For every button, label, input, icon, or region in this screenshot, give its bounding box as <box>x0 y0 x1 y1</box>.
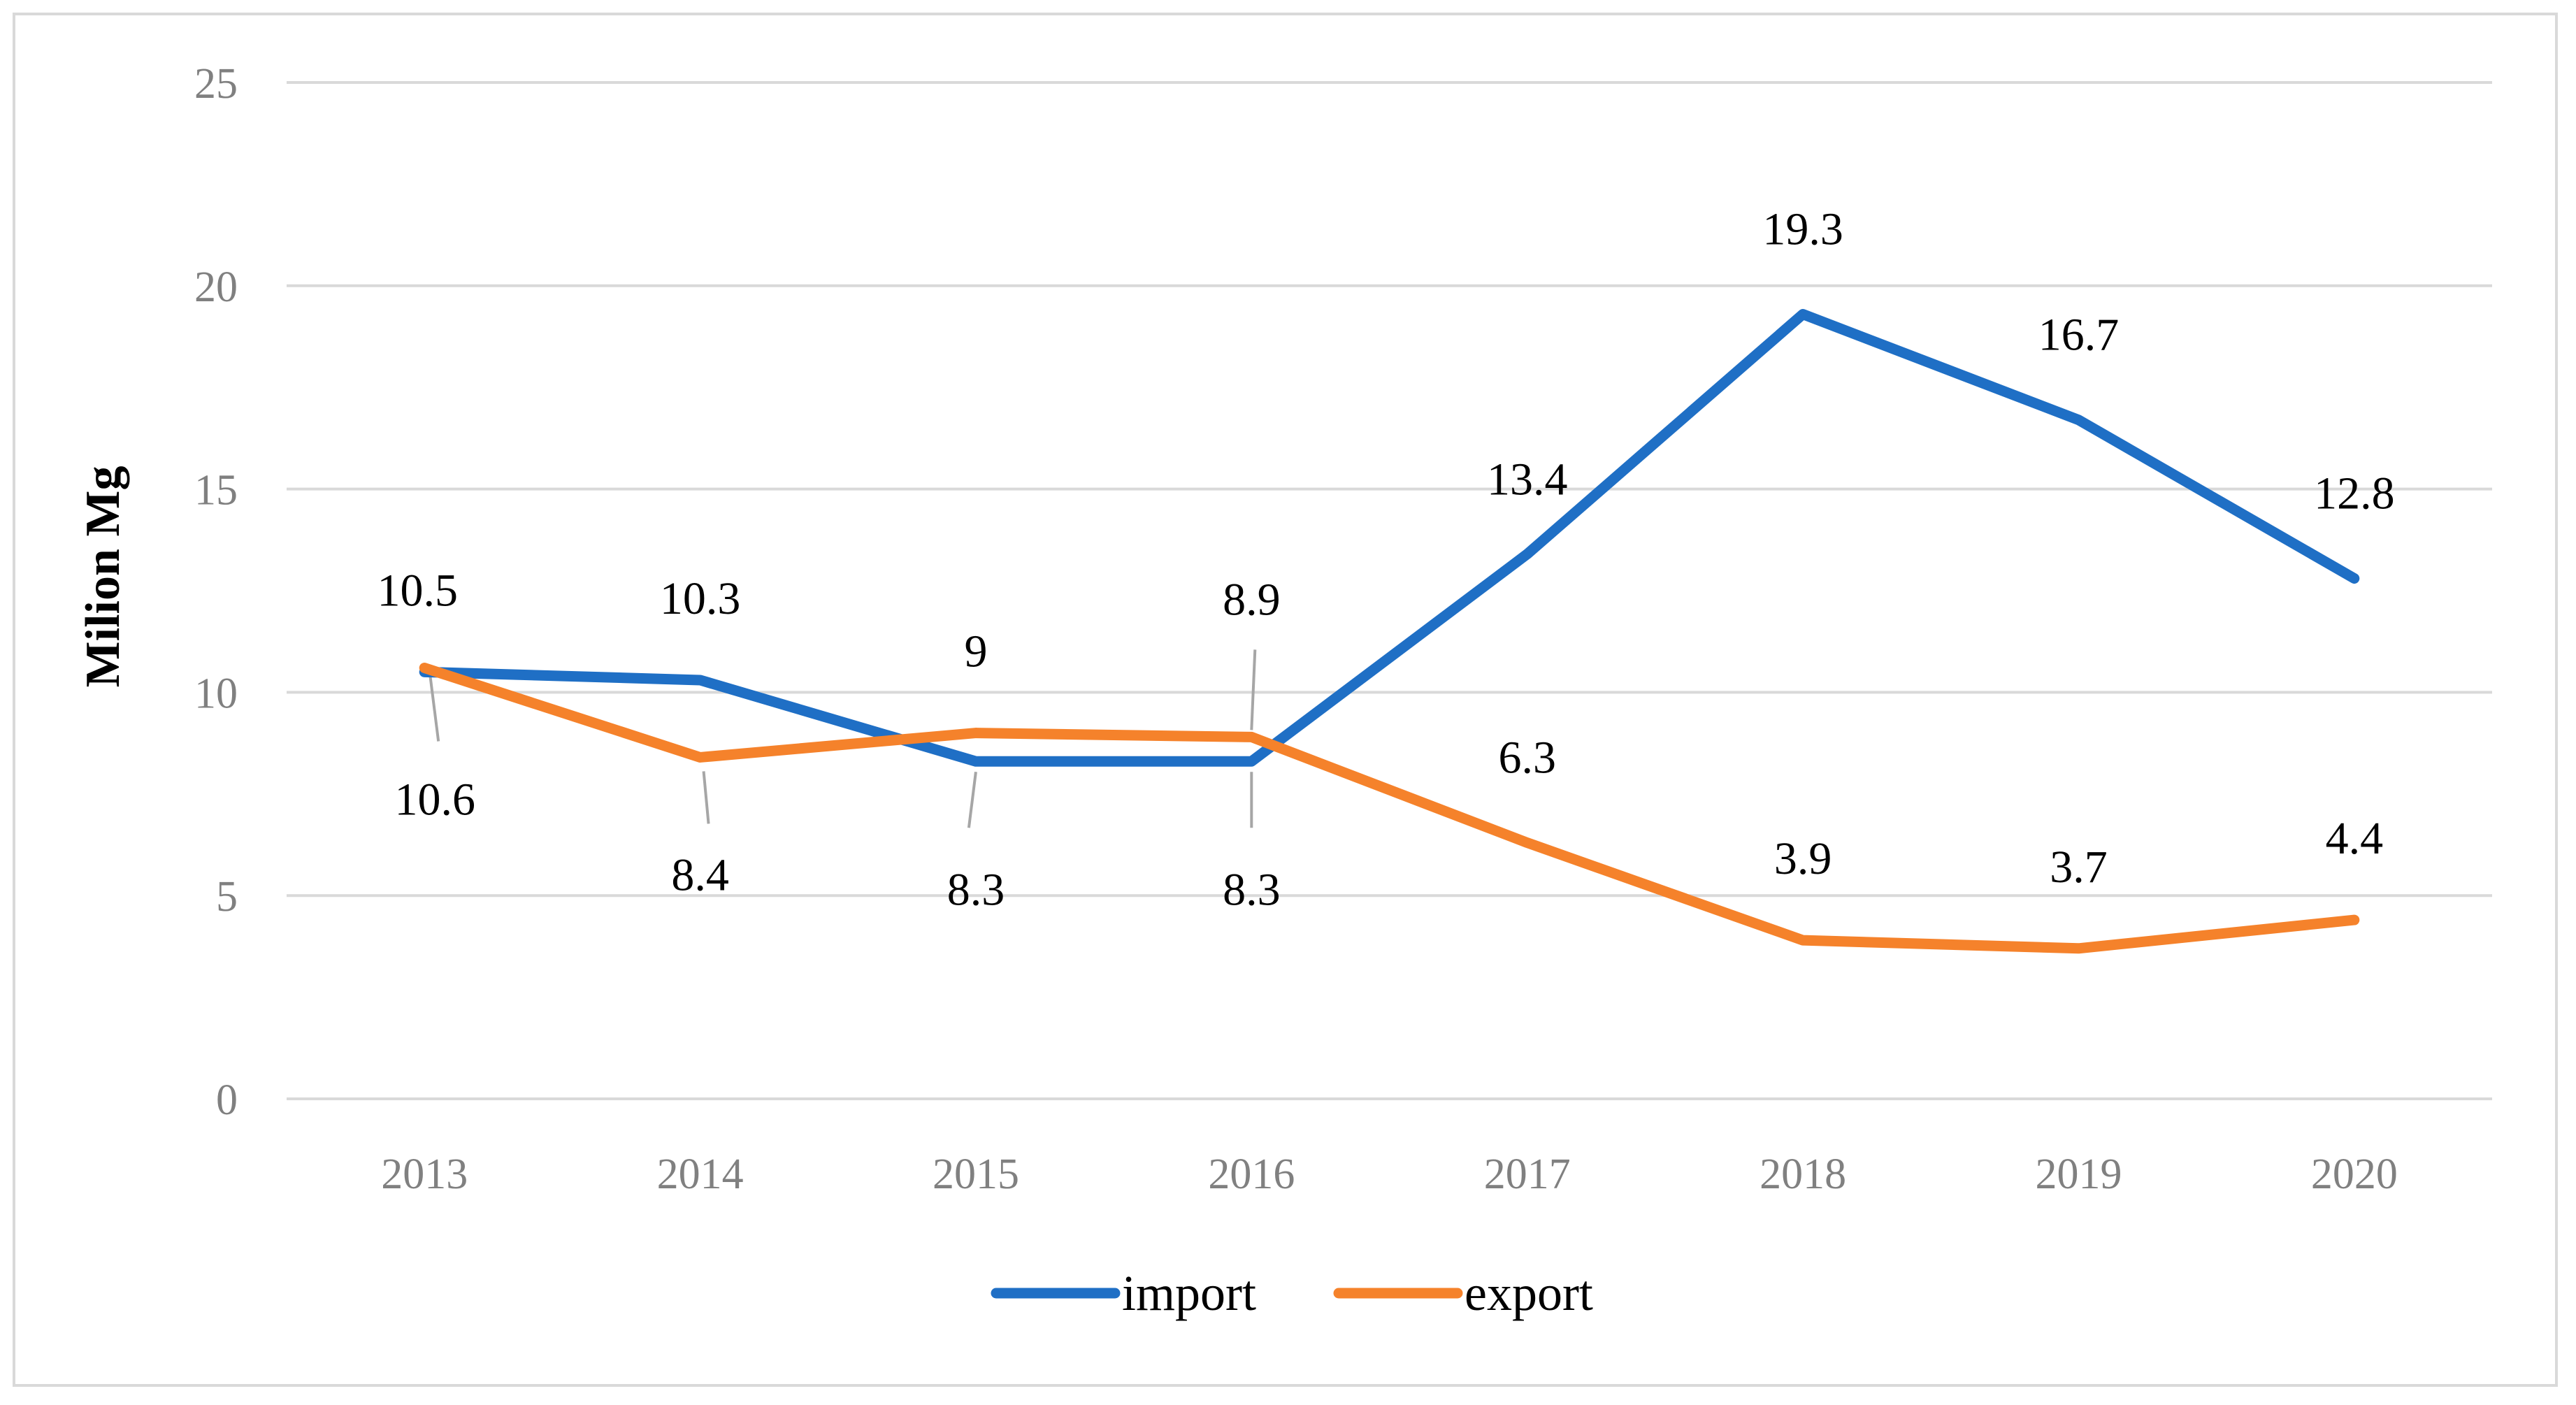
x-tick-label: 2017 <box>1484 1151 1571 1198</box>
data-label-export: 10.6 <box>394 774 475 826</box>
y-tick-label: 0 <box>216 1076 238 1124</box>
legend-label-export: export <box>1465 1265 1593 1321</box>
x-tick-label: 2019 <box>2035 1151 2122 1198</box>
data-label-import: 8.3 <box>947 864 1005 915</box>
label-leader-line <box>967 772 977 828</box>
data-label-import: 16.7 <box>2038 310 2120 361</box>
series-lines <box>419 309 2360 954</box>
y-tick-label: 25 <box>194 60 238 108</box>
legend-label-import: import <box>1122 1265 1256 1321</box>
data-label-import: 19.3 <box>1762 204 1843 255</box>
data-label-export: 3.9 <box>1774 833 1832 884</box>
chart-frame <box>13 13 2558 1387</box>
y-tick-label: 20 <box>194 264 238 311</box>
data-label-export: 6.3 <box>1498 733 1556 784</box>
label-leader-line <box>702 771 710 824</box>
y-tick-label: 10 <box>194 670 238 717</box>
data-label-import: 8.3 <box>1223 864 1281 915</box>
data-label-import: 13.4 <box>1487 454 1568 505</box>
x-tick-label: 2020 <box>2311 1151 2398 1198</box>
data-label-export: 3.7 <box>2050 842 2108 893</box>
x-tick-label: 2014 <box>657 1151 744 1198</box>
y-axis-label: Milion Mg <box>76 466 130 688</box>
data-label-export: 8.9 <box>1223 574 1281 625</box>
x-tick-label: 2015 <box>933 1151 1019 1198</box>
data-label-export: 9 <box>964 626 987 677</box>
data-label-export: 8.4 <box>671 849 729 900</box>
y-tick-label: 15 <box>194 467 238 514</box>
data-label-import: 10.5 <box>377 565 458 616</box>
data-label-export: 4.4 <box>2326 813 2384 864</box>
label-leader-line <box>429 675 440 742</box>
data-label-import: 12.8 <box>2314 468 2395 519</box>
y-axis-ticks: 0 5 10 15 20 25 <box>194 60 238 1124</box>
x-axis-ticks: 2013 2014 2015 2016 2017 2018 2019 2020 <box>381 1151 2398 1198</box>
x-tick-label: 2016 <box>1208 1151 1295 1198</box>
data-label-import: 10.3 <box>660 573 741 624</box>
x-tick-label: 2018 <box>1760 1151 1846 1198</box>
legend: import export <box>991 1265 1593 1321</box>
label-leader-lines <box>429 649 1257 828</box>
x-tick-label: 2013 <box>381 1151 468 1198</box>
gridlines <box>287 81 2492 1100</box>
label-leader-line <box>1250 649 1257 730</box>
y-tick-label: 5 <box>216 873 238 921</box>
series-line-export <box>419 663 2360 954</box>
data-labels: 10.5 10.3 8.3 8.3 13.4 19.3 16.7 12.8 10.6 8.4 9 8.… <box>377 204 2394 916</box>
series-line-import <box>419 309 2360 767</box>
